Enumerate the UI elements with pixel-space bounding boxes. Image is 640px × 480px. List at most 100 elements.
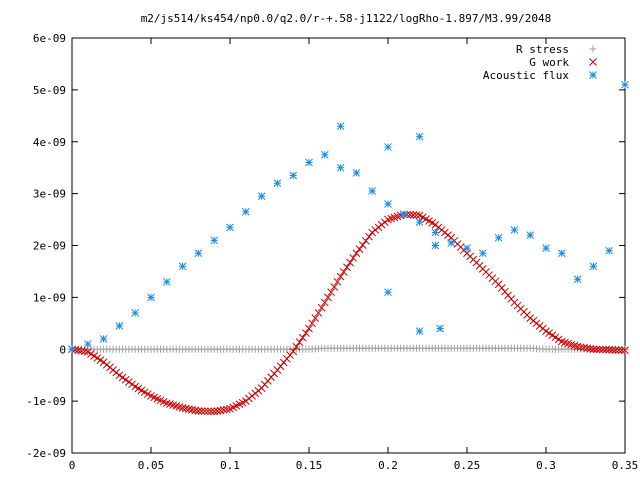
chart-title: m2/js514/ks454/np0.0/q2.0/r-+.58-j1122/l…	[141, 12, 552, 25]
point-acoustic-flux	[289, 171, 298, 180]
point-g-work	[343, 263, 351, 272]
point-g-work	[327, 288, 335, 297]
point-g-work	[308, 319, 317, 328]
point-acoustic-flux	[352, 169, 361, 177]
point-g-work	[621, 346, 629, 355]
point-g-work	[289, 347, 298, 356]
point-g-work	[602, 345, 610, 354]
legend-marker-acoustic-flux	[589, 71, 597, 79]
point-acoustic-flux	[431, 241, 440, 250]
point-g-work	[295, 338, 304, 347]
point-g-work	[409, 211, 418, 219]
point-acoustic-flux	[478, 249, 487, 258]
point-g-work	[589, 345, 598, 354]
legend-marker-g-work	[589, 58, 597, 66]
point-acoustic-flux	[194, 249, 203, 258]
point-acoustic-flux	[415, 327, 424, 335]
point-g-work	[320, 298, 329, 307]
point-g-work	[77, 346, 86, 355]
data-marks	[68, 80, 629, 416]
point-g-work	[207, 407, 215, 416]
x-tick-label: 0.1	[220, 459, 240, 472]
point-acoustic-flux	[336, 122, 345, 131]
point-g-work	[608, 346, 617, 354]
point-g-work	[611, 346, 620, 354]
y-tick-label: 4e-09	[33, 136, 66, 149]
point-g-work	[298, 333, 307, 342]
legend-label-r-stress: R stress	[516, 43, 569, 56]
point-g-work	[573, 342, 582, 351]
point-acoustic-flux	[526, 231, 535, 239]
point-g-work	[213, 407, 222, 415]
point-acoustic-flux	[557, 249, 566, 258]
point-acoustic-flux	[368, 187, 377, 195]
x-tick-label: 0.2	[378, 459, 398, 472]
point-g-work	[210, 407, 219, 416]
point-acoustic-flux	[463, 244, 471, 252]
point-g-work	[349, 254, 358, 262]
y-tick-label: 6e-09	[33, 32, 66, 45]
point-g-work	[358, 241, 367, 249]
x-tick-label: 0	[69, 459, 76, 472]
point-g-work	[301, 329, 310, 337]
point-g-work	[125, 378, 133, 386]
point-g-work	[576, 343, 585, 352]
point-g-work	[362, 236, 370, 245]
y-axis: -2e-09 -1e-09 0 1e-09 2e-09 3e-09 4e-09 5e-09 6e…	[26, 32, 625, 460]
point-g-work	[614, 346, 623, 354]
y-tick-label: 1e-09	[33, 291, 66, 304]
point-acoustic-flux	[621, 80, 629, 89]
legend-label-g-work: G work	[529, 56, 569, 69]
point-g-work	[599, 345, 607, 354]
point-g-work	[178, 404, 187, 412]
legend-marker-r-stress	[589, 45, 597, 53]
point-g-work	[333, 277, 342, 286]
x-tick-label: 0.3	[536, 459, 556, 472]
point-g-work	[314, 309, 323, 317]
point-acoustic-flux	[210, 236, 219, 245]
y-tick-label: 3e-09	[33, 188, 66, 201]
point-g-work	[115, 371, 124, 380]
legend-label-acoustic-flux: Acoustic flux	[483, 69, 569, 82]
point-acoustic-flux	[399, 210, 408, 219]
point-g-work	[355, 245, 364, 253]
point-g-work	[595, 345, 604, 354]
y-tick-label: 5e-09	[33, 84, 66, 97]
point-g-work	[219, 406, 228, 414]
point-g-work	[324, 293, 332, 302]
point-g-work	[605, 345, 614, 354]
point-g-work	[580, 343, 588, 352]
point-g-work	[412, 211, 421, 220]
point-acoustic-flux	[305, 158, 313, 167]
point-g-work	[365, 232, 373, 241]
point-acoustic-flux	[447, 239, 456, 247]
series-r-stress	[68, 344, 629, 353]
point-g-work	[346, 258, 354, 267]
point-acoustic-flux	[226, 223, 234, 232]
point-g-work	[181, 404, 190, 413]
point-g-work	[204, 407, 212, 416]
point-g-work	[200, 407, 209, 416]
point-acoustic-flux	[589, 262, 598, 271]
point-acoustic-flux	[384, 288, 392, 297]
point-acoustic-flux	[542, 244, 550, 252]
point-g-work	[317, 303, 326, 312]
point-g-work	[617, 346, 626, 355]
point-acoustic-flux	[605, 246, 614, 255]
y-tick-label: 2e-09	[33, 240, 66, 253]
x-tick-label: 0.15	[296, 459, 323, 472]
point-acoustic-flux	[273, 179, 282, 188]
point-acoustic-flux	[384, 200, 392, 208]
point-acoustic-flux	[68, 345, 76, 354]
point-g-work	[128, 380, 136, 389]
point-g-work	[118, 373, 127, 382]
point-g-work	[191, 406, 200, 415]
point-g-work	[197, 407, 206, 415]
point-g-work	[586, 344, 595, 353]
point-g-work	[330, 283, 339, 291]
point-g-work	[305, 324, 313, 333]
point-g-work	[336, 272, 345, 281]
series-g-work	[68, 210, 629, 416]
